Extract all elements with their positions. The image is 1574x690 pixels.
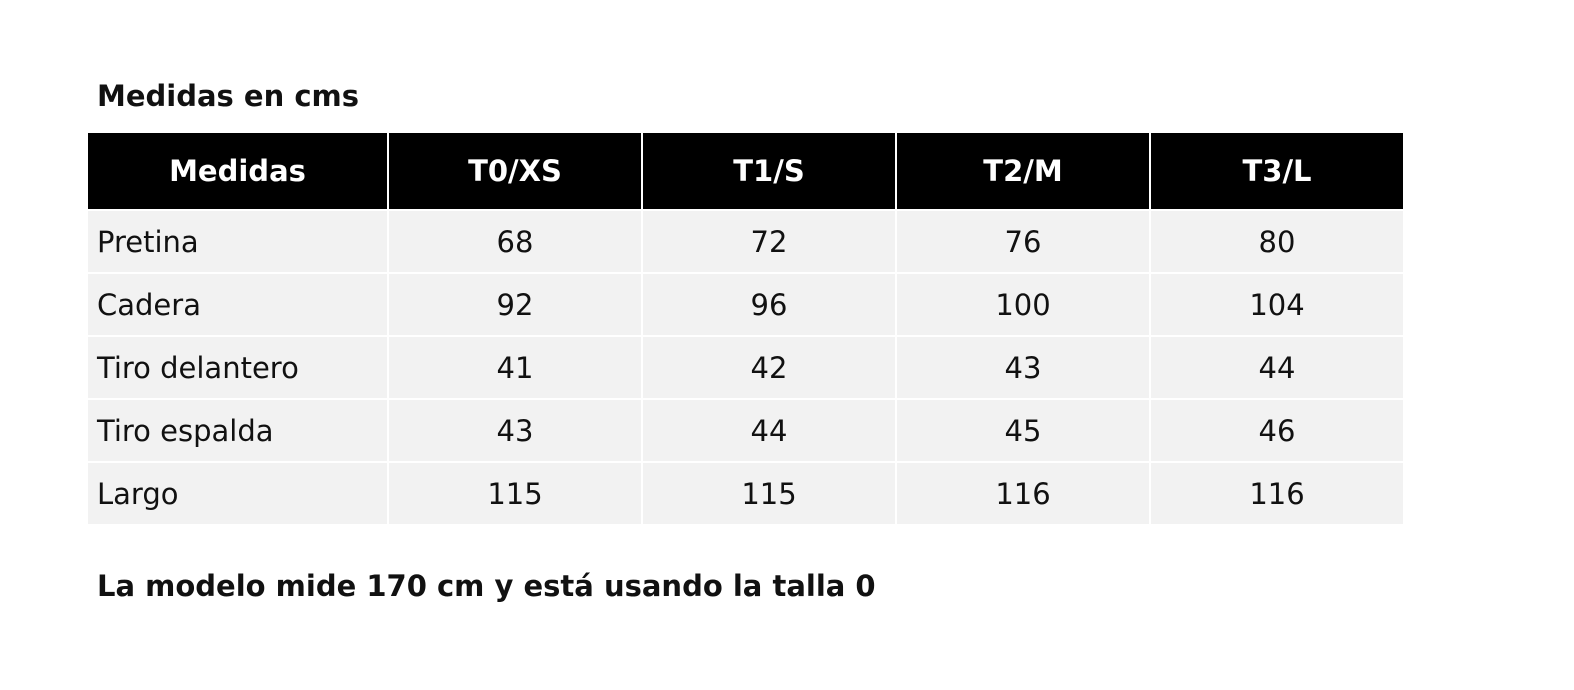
measure-cell: 115 (643, 463, 895, 524)
measure-cell: 92 (389, 274, 641, 335)
measure-cell: 116 (1151, 463, 1403, 524)
header-cell: T2/M (897, 133, 1149, 209)
measure-cell: 41 (389, 337, 641, 398)
measure-cell: 96 (643, 274, 895, 335)
measure-cell: 115 (389, 463, 641, 524)
row-label: Tiro delantero (88, 337, 387, 398)
size-table: Medidas T0/XS T1/S T2/M T3/L Pretina 68 72 76 80 C… (88, 133, 1403, 524)
measure-cell: 116 (897, 463, 1149, 524)
measure-cell: 100 (897, 274, 1149, 335)
row-label: Tiro espalda (88, 400, 387, 461)
header-cell: Medidas (88, 133, 387, 209)
table-title: Medidas en cms (97, 79, 359, 113)
measure-cell: 68 (389, 211, 641, 272)
measure-cell: 76 (897, 211, 1149, 272)
measure-cell: 44 (643, 400, 895, 461)
measure-cell: 80 (1151, 211, 1403, 272)
measure-cell: 43 (897, 337, 1149, 398)
measure-cell: 44 (1151, 337, 1403, 398)
row-label: Pretina (88, 211, 387, 272)
row-label: Largo (88, 463, 387, 524)
measure-cell: 42 (643, 337, 895, 398)
measure-cell: 43 (389, 400, 641, 461)
header-cell: T1/S (643, 133, 895, 209)
row-label: Cadera (88, 274, 387, 335)
header-cell: T3/L (1151, 133, 1403, 209)
measure-cell: 46 (1151, 400, 1403, 461)
measure-cell: 104 (1151, 274, 1403, 335)
model-note: La modelo mide 170 cm y está usando la t… (97, 569, 876, 603)
measure-cell: 45 (897, 400, 1149, 461)
measure-cell: 72 (643, 211, 895, 272)
header-cell: T0/XS (389, 133, 641, 209)
